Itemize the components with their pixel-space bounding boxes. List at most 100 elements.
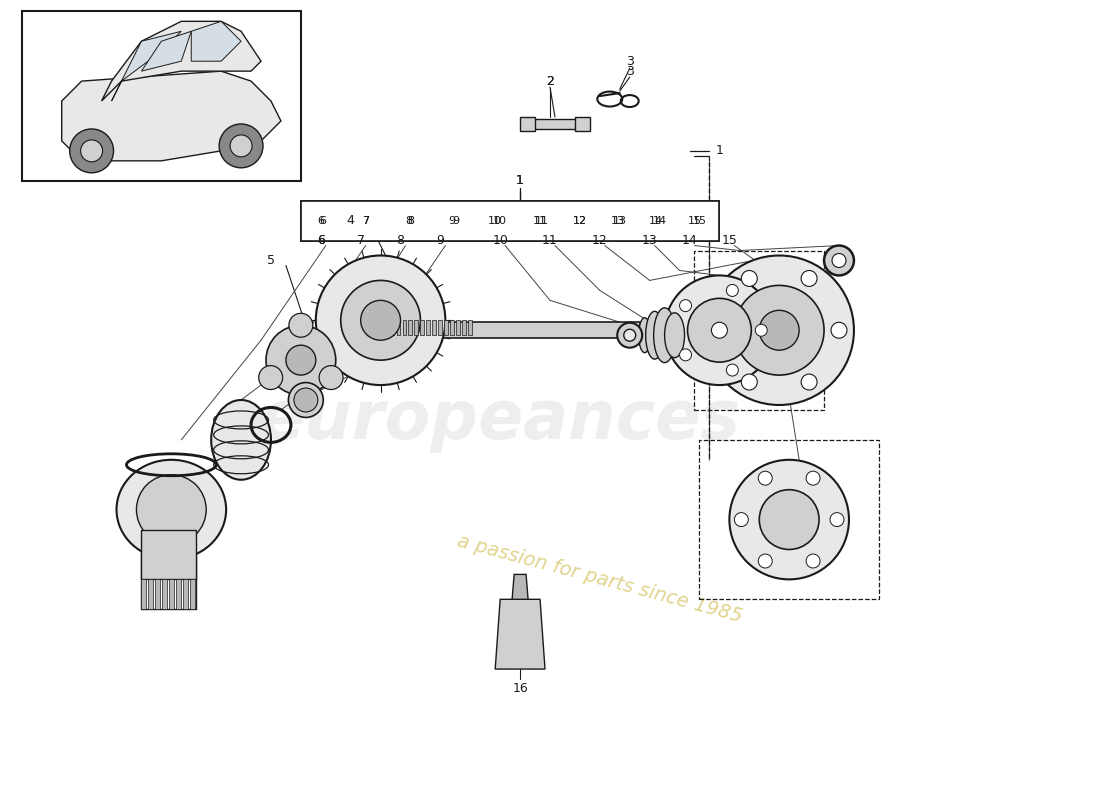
Text: 15: 15	[722, 234, 737, 247]
Bar	[694, 250, 824, 410]
Bar	[22, 11, 301, 181]
Circle shape	[266, 326, 336, 395]
Polygon shape	[190, 579, 195, 610]
Polygon shape	[148, 579, 153, 610]
Text: 14: 14	[652, 216, 667, 226]
Text: 15: 15	[688, 216, 702, 226]
Circle shape	[294, 388, 318, 412]
Polygon shape	[169, 579, 174, 610]
Polygon shape	[469, 320, 472, 335]
Polygon shape	[432, 320, 436, 335]
Ellipse shape	[617, 322, 642, 348]
Circle shape	[230, 135, 252, 157]
Circle shape	[69, 129, 113, 173]
Circle shape	[726, 285, 738, 297]
Text: 6: 6	[317, 234, 324, 247]
Polygon shape	[62, 71, 280, 161]
Circle shape	[832, 254, 846, 267]
Text: 6: 6	[317, 234, 324, 247]
Text: 13: 13	[613, 216, 627, 226]
Polygon shape	[450, 320, 454, 335]
Circle shape	[824, 246, 854, 275]
Circle shape	[319, 366, 343, 390]
Circle shape	[136, 474, 206, 545]
Polygon shape	[191, 22, 241, 61]
Text: 4: 4	[346, 214, 354, 227]
Polygon shape	[530, 119, 580, 129]
Polygon shape	[439, 320, 442, 335]
Polygon shape	[176, 579, 180, 610]
Polygon shape	[381, 322, 640, 338]
Text: 10: 10	[492, 234, 508, 247]
Circle shape	[759, 490, 820, 550]
Circle shape	[801, 374, 817, 390]
Bar	[700, 440, 879, 599]
Circle shape	[756, 324, 767, 336]
Text: 1: 1	[516, 174, 524, 187]
Circle shape	[680, 349, 692, 361]
Polygon shape	[142, 579, 146, 610]
Polygon shape	[427, 320, 430, 335]
Text: 12: 12	[573, 216, 587, 226]
Text: 6: 6	[317, 216, 324, 226]
Circle shape	[704, 255, 854, 405]
Polygon shape	[444, 320, 448, 335]
Ellipse shape	[653, 308, 675, 362]
Text: 7: 7	[356, 234, 365, 247]
Circle shape	[741, 270, 757, 286]
Ellipse shape	[624, 330, 636, 342]
Circle shape	[830, 513, 844, 526]
Text: 12: 12	[573, 216, 587, 226]
Polygon shape	[163, 579, 167, 610]
Text: 10: 10	[493, 216, 507, 226]
Ellipse shape	[639, 318, 650, 353]
Text: a passion for parts since 1985: a passion for parts since 1985	[455, 532, 745, 626]
Circle shape	[664, 275, 774, 385]
Circle shape	[361, 300, 400, 340]
Polygon shape	[396, 320, 400, 335]
Polygon shape	[415, 320, 418, 335]
Text: 7: 7	[362, 216, 370, 226]
Circle shape	[806, 554, 821, 568]
Polygon shape	[495, 599, 544, 669]
Text: 2: 2	[546, 74, 554, 88]
Circle shape	[289, 314, 312, 338]
Circle shape	[729, 460, 849, 579]
Text: 16: 16	[513, 682, 528, 695]
Polygon shape	[390, 320, 394, 335]
Text: 6: 6	[319, 216, 327, 226]
Polygon shape	[420, 320, 424, 335]
Polygon shape	[408, 320, 412, 335]
Text: europeances: europeances	[260, 387, 740, 453]
Polygon shape	[184, 579, 188, 610]
Text: 15: 15	[693, 216, 706, 226]
Circle shape	[80, 140, 102, 162]
Circle shape	[806, 471, 821, 485]
Polygon shape	[142, 530, 196, 579]
Text: 11: 11	[535, 216, 549, 226]
Text: 13: 13	[612, 216, 625, 226]
Text: 8: 8	[396, 234, 405, 247]
Text: 1: 1	[715, 144, 724, 158]
Polygon shape	[101, 22, 261, 101]
Polygon shape	[403, 320, 406, 335]
Text: 9: 9	[449, 216, 455, 226]
Circle shape	[830, 322, 847, 338]
Text: 7: 7	[362, 216, 370, 226]
Ellipse shape	[646, 311, 663, 359]
Text: 11: 11	[534, 216, 547, 226]
Text: 11: 11	[542, 234, 558, 247]
Text: 1: 1	[516, 174, 524, 187]
Polygon shape	[155, 579, 160, 610]
Polygon shape	[520, 117, 535, 131]
Circle shape	[316, 255, 446, 385]
Text: 12: 12	[592, 234, 607, 247]
Circle shape	[741, 374, 757, 390]
Text: 5: 5	[267, 254, 275, 267]
Text: 13: 13	[641, 234, 658, 247]
Text: 9: 9	[452, 216, 459, 226]
Circle shape	[801, 270, 817, 286]
Circle shape	[219, 124, 263, 168]
Text: 3: 3	[626, 65, 634, 78]
Text: 3: 3	[626, 54, 634, 68]
